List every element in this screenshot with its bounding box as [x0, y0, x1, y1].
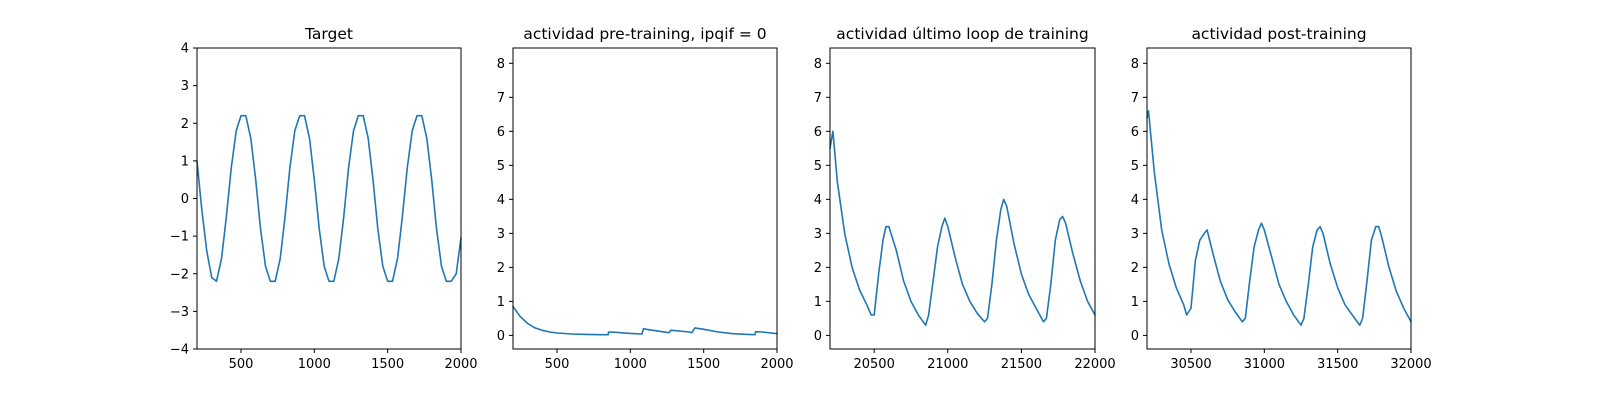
y-tick-label: 4 [497, 193, 505, 208]
tick-group: 500 1000 1500 2000 0 1 2 3 4 5 6 7 8 [497, 57, 794, 372]
y-tick-label: 2 [1131, 261, 1139, 276]
series-line [829, 130, 1096, 326]
x-tick-label: 21500 [1001, 357, 1042, 372]
plot-frame [512, 47, 778, 350]
y-tick-label: 7 [814, 91, 822, 106]
y-tick-label: 7 [497, 91, 505, 106]
y-tick-label: 5 [814, 159, 822, 174]
plot-frame [829, 47, 1096, 350]
y-tick-label: 4 [1131, 193, 1139, 208]
y-tick-label: 6 [1131, 125, 1139, 140]
x-tick-label: 500 [229, 357, 254, 372]
y-tick-label: 1 [181, 154, 189, 169]
y-tick-label: 8 [497, 57, 505, 72]
y-tick-label: 2 [497, 261, 505, 276]
x-tick-label: 2000 [444, 357, 477, 372]
y-tick-label: 6 [497, 125, 505, 140]
y-tick-label: 3 [1131, 227, 1139, 242]
y-tick-label: 6 [814, 125, 822, 140]
tick-group: 500 1000 1500 2000 −4 −3 −2 −1 0 1 2 3 4 [170, 42, 478, 373]
y-tick-label: 1 [1131, 295, 1139, 310]
x-tick-label: 21000 [927, 357, 968, 372]
y-tick-label: 2 [814, 261, 822, 276]
y-tick-label: 3 [181, 79, 189, 94]
x-tick-label: 2000 [760, 357, 793, 372]
y-tick-label: 0 [814, 329, 822, 344]
x-tick-label: 1500 [687, 357, 720, 372]
x-tick-label: 30500 [1170, 357, 1211, 372]
x-tick-label: 31500 [1317, 357, 1358, 372]
x-tick-label: 22000 [1074, 357, 1115, 372]
y-tick-label: 3 [497, 227, 505, 242]
y-tick-label: −1 [170, 230, 189, 245]
x-tick-label: 31000 [1244, 357, 1285, 372]
x-tick-label: 1000 [298, 357, 331, 372]
tick-group: 30500 31000 31500 32000 0 1 2 3 4 5 6 7 8 [1131, 57, 1432, 372]
chart-title: actividad post-training [1191, 25, 1366, 43]
x-tick-label: 32000 [1390, 357, 1431, 372]
series-line [196, 114, 462, 283]
series-line [512, 305, 778, 336]
y-tick-label: 0 [1131, 329, 1139, 344]
x-tick-label: 1500 [371, 357, 404, 372]
y-tick-label: 2 [181, 117, 189, 132]
y-tick-label: 0 [497, 329, 505, 344]
y-tick-label: 7 [1131, 91, 1139, 106]
x-tick-label: 500 [545, 357, 570, 372]
chart-panel-pre-training: actividad pre-training, ipqif = 0 500 100… [497, 25, 794, 372]
y-tick-label: 5 [1131, 159, 1139, 174]
y-tick-label: −4 [170, 343, 189, 358]
chart-title: actividad pre-training, ipqif = 0 [523, 25, 766, 43]
y-tick-label: 8 [814, 57, 822, 72]
y-tick-label: −3 [170, 305, 189, 320]
y-tick-label: 1 [497, 295, 505, 310]
x-tick-label: 20500 [853, 357, 894, 372]
y-tick-label: 1 [814, 295, 822, 310]
y-tick-label: 3 [814, 227, 822, 242]
tick-group: 20500 21000 21500 22000 0 1 2 3 4 5 6 7 8 [814, 57, 1116, 372]
chart-panel-target: Target 500 1000 1500 2000 −4 −3 −2 −1 0 1 2 3 4 [170, 25, 478, 372]
chart-panel-post-training: actividad post-training 30500 31000 31500 3… [1131, 25, 1432, 372]
y-tick-label: −2 [170, 267, 189, 282]
y-tick-label: 4 [181, 42, 189, 57]
plot-frame [1146, 47, 1412, 350]
x-tick-label: 1000 [614, 357, 647, 372]
y-tick-label: 4 [814, 193, 822, 208]
y-tick-label: 5 [497, 159, 505, 174]
y-tick-label: 8 [1131, 57, 1139, 72]
chart-panel-last-training-loop: actividad último loop de training 20500 2… [814, 25, 1116, 372]
chart-title: Target [304, 25, 353, 43]
chart-title: actividad último loop de training [836, 25, 1088, 43]
plot-frame [196, 47, 462, 350]
series-line [1146, 110, 1412, 326]
y-tick-label: 0 [181, 192, 189, 207]
